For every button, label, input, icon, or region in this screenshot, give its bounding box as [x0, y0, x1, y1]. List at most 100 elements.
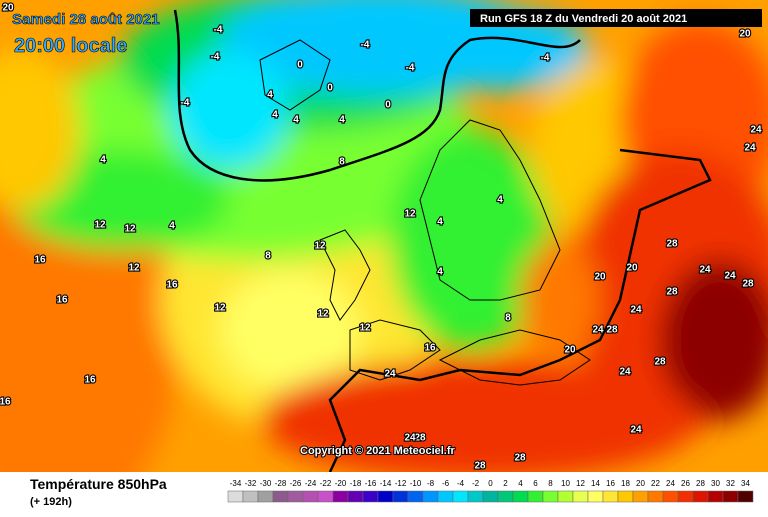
- scale-label: -16: [365, 479, 377, 488]
- contour-label: 4: [437, 217, 443, 228]
- contour-label: 28: [666, 287, 678, 298]
- scale-cell: [302, 490, 319, 503]
- contour-label: 8: [265, 251, 271, 262]
- scale-cell: [422, 490, 439, 503]
- scale-label: 16: [606, 479, 615, 488]
- run-box: [470, 9, 762, 27]
- contour-labels: 20 20 -4 -4 -4 -4 -4 -4 0 0 0 4 4 4 4 4 4 4 4 4 12 12 12 12 12 12…: [0, 2, 763, 473]
- contour-label: 28: [666, 239, 678, 250]
- contour-label: 24: [724, 271, 736, 282]
- scale-cell: [362, 490, 379, 503]
- scale-cell: [227, 490, 244, 503]
- scale-cell: [287, 490, 304, 503]
- scale-label: -18: [350, 479, 362, 488]
- contour-label: -4: [214, 25, 223, 36]
- contour-label: 16: [56, 295, 68, 306]
- scale-cell: [272, 490, 289, 503]
- contour-label: 24: [630, 425, 642, 436]
- contour-label: -4: [211, 52, 220, 63]
- contour-label: 12: [124, 224, 136, 235]
- scale-cell: [677, 490, 694, 503]
- scale-cell: [722, 490, 739, 503]
- scale-label: -8: [427, 479, 435, 488]
- zero-isotherm: [173, 9, 712, 473]
- contour-label: 28: [414, 433, 426, 444]
- scale-label: 22: [651, 479, 660, 488]
- contour-label: 4: [293, 115, 299, 126]
- scale-label: 14: [591, 479, 600, 488]
- scale-label: 26: [681, 479, 690, 488]
- scale-cell: [737, 490, 754, 503]
- contour-label: 4: [272, 110, 278, 121]
- contour-label: 12: [359, 323, 371, 334]
- scale-cell: [332, 490, 349, 503]
- contour-label: 8: [505, 313, 511, 324]
- scale-label: -22: [320, 479, 332, 488]
- contour-label: 12: [314, 241, 326, 252]
- contour-label: 24: [699, 265, 711, 276]
- contour-label: 24: [630, 305, 642, 316]
- scale-cell: [572, 490, 589, 503]
- footer-title: Température 850hPa: [30, 476, 167, 492]
- scale-label: 4: [518, 479, 523, 488]
- contour-label: 24: [744, 143, 756, 154]
- contour-label: 16: [84, 375, 96, 386]
- scale-cell: [257, 490, 274, 503]
- scale-label: 32: [726, 479, 735, 488]
- contour-label: -4: [181, 98, 190, 109]
- scale-label: -2: [472, 479, 480, 488]
- contour-label: 20: [2, 3, 14, 14]
- contour-label: 12: [404, 209, 416, 220]
- contour-label: 24: [404, 433, 416, 444]
- contour-label: 24: [592, 325, 604, 336]
- contour-label: 20: [626, 263, 638, 274]
- color-scale: -34 -32 -30 -28 -26 -24 -22 -20 -18 -16 -14 -12 -10-…: [227, 479, 754, 503]
- scale-cell: [587, 490, 604, 503]
- scale-cell: [317, 490, 334, 503]
- contour-label: 4: [497, 195, 503, 206]
- scale-label: 6: [533, 479, 538, 488]
- scale-cell: [242, 490, 259, 503]
- scale-cell: [407, 490, 424, 503]
- scale-cell: [437, 490, 454, 503]
- contour-label: 28: [474, 461, 486, 472]
- contour-label: -4: [406, 63, 415, 74]
- contour-label: 16: [34, 255, 46, 266]
- scale-label: 10: [561, 479, 570, 488]
- scale-cell: [512, 490, 529, 503]
- scale-cell: [497, 490, 514, 503]
- scale-label: -32: [245, 479, 257, 488]
- scale-cell: [467, 490, 484, 503]
- contour-label: 12: [128, 263, 140, 274]
- contour-label: 20: [564, 345, 576, 356]
- scale-cell: [602, 490, 619, 503]
- contour-label: 4: [169, 221, 175, 232]
- forecast-date: Samedi 28 août 2021: [12, 11, 160, 28]
- scale-cell: [707, 490, 724, 503]
- run-info: Run GFS 18 Z du Vendredi 20 août 2021: [480, 13, 687, 25]
- contour-label: -4: [361, 40, 370, 51]
- scale-label: -24: [305, 479, 317, 488]
- contour-label: 0: [297, 60, 303, 71]
- scale-label: 24: [666, 479, 675, 488]
- forecast-time: 20:00 locale: [14, 35, 127, 57]
- contour-label: 12: [94, 220, 106, 231]
- scale-label: -30: [260, 479, 272, 488]
- scale-label: 28: [696, 479, 705, 488]
- scale-label: 20: [636, 479, 645, 488]
- contour-label: 28: [514, 453, 526, 464]
- contour-label: -4: [541, 53, 550, 64]
- scale-label: 30: [711, 479, 720, 488]
- scale-cell: [452, 490, 469, 503]
- scale-cell: [347, 490, 364, 503]
- scale-cell: [527, 490, 544, 503]
- scale-label: -4: [457, 479, 465, 488]
- scale-label: 2: [503, 479, 508, 488]
- contour-label: 12: [214, 303, 226, 314]
- scale-label: -26: [290, 479, 302, 488]
- contour-label: 28: [606, 325, 618, 336]
- scale-cell: [662, 490, 679, 503]
- scale-cell: [542, 490, 559, 503]
